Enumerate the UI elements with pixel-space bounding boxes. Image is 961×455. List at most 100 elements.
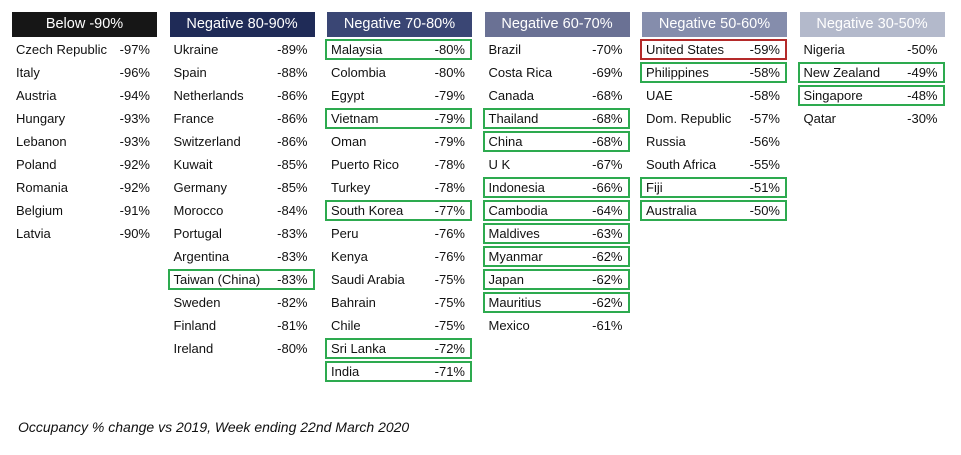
country-name: U K — [488, 157, 511, 172]
country-name: Peru — [331, 226, 359, 241]
change-value: -92% — [119, 157, 150, 172]
country-name: Philippines — [646, 65, 709, 80]
change-value: -51% — [749, 180, 780, 195]
highlight-box — [482, 131, 630, 152]
column-header: Negative 60-70% — [484, 12, 630, 37]
change-value: -77% — [434, 203, 465, 218]
country-name: Egypt — [331, 88, 365, 103]
country-name: Costa Rica — [488, 65, 553, 80]
highlight-box — [797, 62, 945, 83]
country-name: Cambodia — [488, 203, 548, 218]
country-name: Colombia — [331, 65, 386, 80]
country-name: Indonesia — [488, 180, 545, 195]
country-name: Maldives — [488, 226, 540, 241]
country-name: Puerto Rico — [331, 157, 399, 172]
country-name: Latvia — [16, 226, 51, 241]
country-name: Japan — [488, 272, 524, 287]
country-name: UAE — [646, 88, 673, 103]
column-header: Negative 70-80% — [327, 12, 472, 37]
change-value: -85% — [277, 180, 308, 195]
highlight-box — [167, 269, 315, 290]
change-value: -76% — [434, 226, 465, 241]
highlight-box — [482, 269, 630, 290]
country-name: Poland — [16, 157, 57, 172]
country-name: Finland — [173, 318, 217, 333]
change-value: -86% — [277, 134, 308, 149]
country-name: Dom. Republic — [646, 111, 732, 126]
change-value: -93% — [119, 111, 150, 126]
country-name: Argentina — [173, 249, 230, 264]
country-name: Italy — [16, 65, 40, 80]
change-value: -61% — [592, 318, 623, 333]
change-value: -55% — [749, 157, 780, 172]
country-name: Brazil — [488, 42, 522, 57]
change-value: -48% — [907, 88, 938, 103]
column-header: Negative 80-90% — [169, 12, 315, 37]
change-value: -93% — [119, 134, 150, 149]
change-value: -80% — [277, 341, 308, 356]
highlight-box — [640, 62, 787, 83]
highlight-box — [325, 108, 472, 129]
highlight-box — [325, 200, 472, 221]
country-name: Oman — [331, 134, 367, 149]
change-value: -71% — [434, 364, 465, 379]
change-value: -85% — [277, 157, 308, 172]
change-value: -90% — [119, 226, 150, 241]
country-name: Ireland — [173, 341, 214, 356]
country-name: India — [331, 364, 360, 379]
change-value: -67% — [592, 157, 623, 172]
change-value: -97% — [119, 42, 150, 57]
highlight-box — [482, 292, 630, 313]
change-value: -86% — [277, 111, 308, 126]
change-value: -63% — [592, 226, 623, 241]
change-value: -66% — [592, 180, 623, 195]
country-name: Taiwan (China) — [173, 272, 261, 287]
country-name: Mexico — [488, 318, 530, 333]
change-value: -62% — [592, 272, 623, 287]
change-value: -70% — [592, 42, 623, 57]
change-value: -80% — [434, 42, 465, 57]
change-value: -83% — [277, 226, 308, 241]
country-name: Mauritius — [488, 295, 542, 310]
country-name: Portugal — [173, 226, 222, 241]
highlight-box — [640, 177, 787, 198]
country-name: Russia — [646, 134, 686, 149]
change-value: -62% — [592, 249, 623, 264]
highlight-box — [325, 39, 472, 60]
change-value: -50% — [749, 203, 780, 218]
country-name: Nigeria — [803, 42, 845, 57]
change-value: -72% — [434, 341, 465, 356]
country-name: Turkey — [331, 180, 371, 195]
country-name: Hungary — [16, 111, 66, 126]
change-value: -88% — [277, 65, 308, 80]
change-value: -82% — [277, 295, 308, 310]
change-value: -89% — [277, 42, 308, 57]
change-value: -49% — [907, 65, 938, 80]
change-value: -58% — [749, 65, 780, 80]
change-value: -30% — [907, 111, 938, 126]
country-name: Saudi Arabia — [331, 272, 405, 287]
country-name: Netherlands — [173, 88, 244, 103]
country-name: Canada — [488, 88, 535, 103]
country-name: Bahrain — [331, 295, 376, 310]
country-name: France — [173, 111, 214, 126]
change-value: -86% — [277, 88, 308, 103]
country-name: Morocco — [173, 203, 224, 218]
change-value: -94% — [119, 88, 150, 103]
change-value: -78% — [434, 180, 465, 195]
country-name: Singapore — [803, 88, 863, 103]
country-name: Lebanon — [16, 134, 67, 149]
highlight-box — [640, 200, 787, 221]
highlight-box — [482, 177, 630, 198]
highlight-box — [325, 338, 472, 359]
change-value: -62% — [592, 295, 623, 310]
country-name: Malaysia — [331, 42, 383, 57]
change-value: -78% — [434, 157, 465, 172]
change-value: -68% — [592, 134, 623, 149]
country-name: South Africa — [646, 157, 717, 172]
column-header: Below -90% — [12, 12, 157, 37]
change-value: -79% — [434, 88, 465, 103]
change-value: -84% — [277, 203, 308, 218]
change-value: -56% — [749, 134, 780, 149]
change-value: -50% — [907, 42, 938, 57]
